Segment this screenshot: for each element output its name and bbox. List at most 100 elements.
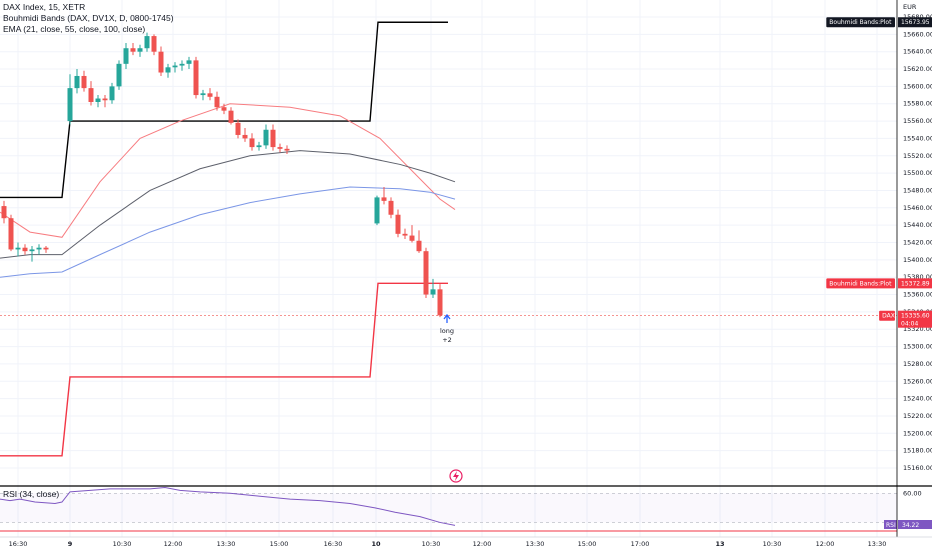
price-tick: 15160.00 xyxy=(903,464,932,472)
time-tick: 10:30 xyxy=(763,540,782,548)
candle-body xyxy=(416,240,422,252)
candles xyxy=(1,32,443,318)
time-axis: 16:30 9 10:30 12:00 13:30 15:00 16:30 10 10:30 12… xyxy=(0,536,932,548)
price-tick: 15260.00 xyxy=(903,377,932,385)
bouhmidi-bands xyxy=(0,21,448,457)
price-tag-value-bg xyxy=(898,17,932,28)
legend-ema: EMA (21, close, 55, close, 100, close) xyxy=(3,24,146,34)
candle-body xyxy=(172,65,178,68)
candle-body xyxy=(249,138,255,148)
time-tick: 15:00 xyxy=(578,540,597,548)
price-tag-name: Bouhmidi Bands:Plot xyxy=(829,19,892,26)
candle xyxy=(1,200,7,224)
time-tick: 10:30 xyxy=(422,540,441,548)
price-tag: Bouhmidi Bands:Plot 15372.89 xyxy=(826,278,932,289)
candle xyxy=(228,107,234,125)
price-tag-name-bg xyxy=(879,310,895,321)
price-tag-value: 15673.95 xyxy=(901,19,930,26)
candle-body xyxy=(102,98,108,101)
time-tick: 10 xyxy=(371,540,381,548)
candle xyxy=(8,214,14,252)
time-tick: 13:30 xyxy=(217,540,236,548)
candle xyxy=(221,103,227,115)
candle-body xyxy=(165,67,171,73)
candle-body xyxy=(437,289,443,316)
candle-body xyxy=(88,88,94,102)
candle-body xyxy=(430,289,436,295)
price-tick: 15460.00 xyxy=(903,204,932,212)
time-tick: 17:00 xyxy=(631,540,650,548)
price-tick: 15300.00 xyxy=(903,343,932,351)
candle xyxy=(284,145,290,155)
price-tag-value: 15335.60 xyxy=(901,313,930,320)
price-tag-value: 15372.89 xyxy=(901,280,930,287)
price-tick: 15600.00 xyxy=(903,82,932,90)
candle xyxy=(381,186,387,205)
time-tick: 12:00 xyxy=(473,540,492,548)
candle xyxy=(43,245,49,253)
time-tick: 12:00 xyxy=(164,540,183,548)
candle xyxy=(179,60,185,71)
price-tick: 15320.00 xyxy=(903,325,932,333)
candle-body xyxy=(388,200,394,215)
price-tick: 15200.00 xyxy=(903,429,932,437)
price-tag-name-bg xyxy=(826,278,895,289)
candle xyxy=(256,141,262,151)
rsi-tag-value-bg xyxy=(898,520,932,529)
candle-body xyxy=(374,197,380,224)
candle xyxy=(144,32,150,52)
candle-body xyxy=(228,110,234,123)
candle-body xyxy=(235,122,241,135)
candle xyxy=(158,46,164,76)
lower-band-line xyxy=(0,282,448,457)
candle xyxy=(29,245,35,262)
price-tick: 15280.00 xyxy=(903,360,932,368)
candle xyxy=(88,81,94,106)
candle xyxy=(270,124,276,151)
candle xyxy=(22,244,28,255)
rsi-tag-name-bg xyxy=(884,520,897,529)
candle xyxy=(130,43,136,56)
long-signal: long +2 xyxy=(440,313,454,344)
price-tick: 15520.00 xyxy=(903,152,932,160)
candle-body xyxy=(67,88,73,122)
price-tick: 15180.00 xyxy=(903,447,932,455)
time-tick: 13 xyxy=(715,540,724,548)
time-tick: 10:30 xyxy=(113,540,132,548)
candle-body xyxy=(95,98,101,102)
rsi-tick: 60.00 xyxy=(903,489,922,497)
candle-body xyxy=(123,48,129,64)
candle-body xyxy=(395,214,401,234)
candle xyxy=(430,278,436,299)
rsi-tag: RSI 34.22 xyxy=(884,520,932,529)
price-axis: 15680.00 15660.00 15640.00 15620.00 15600.00… xyxy=(896,0,932,537)
candle-body xyxy=(151,36,157,52)
chart-title: DAX Index, 15, XETR xyxy=(3,2,86,12)
rsi-band xyxy=(0,493,897,523)
currency-label: EUR xyxy=(903,3,917,11)
candle-body xyxy=(36,247,42,250)
candle-body xyxy=(1,206,7,219)
candle-body xyxy=(277,147,283,149)
candle-body xyxy=(193,60,199,96)
candle xyxy=(207,88,213,101)
candle xyxy=(74,69,80,94)
candle xyxy=(235,119,241,139)
lightning-icon[interactable] xyxy=(449,469,463,483)
price-tick: 15220.00 xyxy=(903,412,932,420)
candle-body xyxy=(43,247,49,250)
signal-label: long xyxy=(440,327,454,335)
candle-body xyxy=(214,96,220,108)
candle-body xyxy=(409,235,415,241)
candle xyxy=(186,56,192,70)
time-tick: 16:30 xyxy=(324,540,343,548)
time-tick: 12:00 xyxy=(816,540,835,548)
candle xyxy=(81,70,87,92)
candle xyxy=(172,62,178,73)
price-tick: 15440.00 xyxy=(903,221,932,229)
legend-rsi: RSI (34, close) xyxy=(3,489,60,499)
price-tag: Bouhmidi Bands:Plot 15673.95 xyxy=(826,17,932,28)
